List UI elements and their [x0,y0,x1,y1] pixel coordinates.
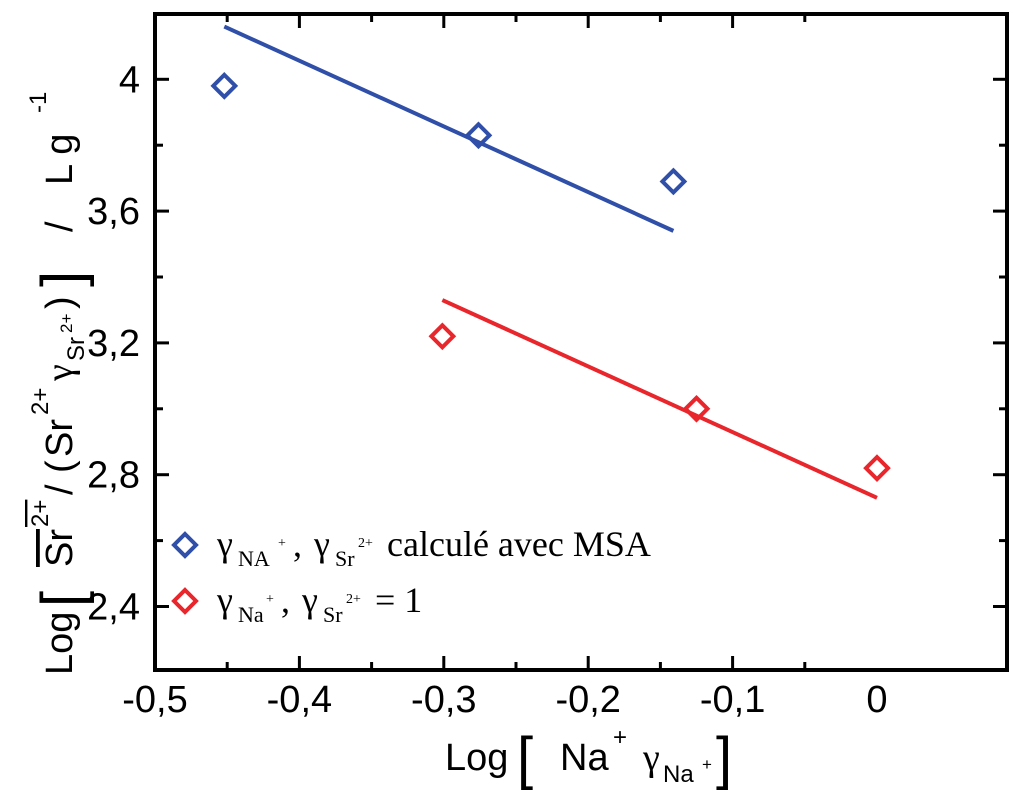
y-axis-label-bracket-open: [ [30,591,95,607]
legend-msa-charge-1: + [278,536,286,551]
legend-marker-unity [171,587,199,615]
legend-unity-charge-2: 2+ [346,592,361,607]
x-axis: -0,5 -0,4 -0,3 -0,2 -0,1 0 [122,14,888,721]
legend: γ NA + , γ Sr 2+ calculé avec MSA γ Na +… [171,524,651,627]
legend-unity-charge-1: + [266,592,274,607]
y-axis-label-gamma-sub-charge: 2+ [57,314,76,333]
series-1-point [682,394,711,423]
y-axis-label-solution-species: Sr [39,419,81,457]
x-axis-label-bracket-close: ] [716,726,732,790]
series-1-point [863,454,891,482]
plot-frame [153,12,1009,672]
x-axis-label-species: Na [560,737,609,779]
x-tick-label: 0 [866,679,887,721]
y-axis-label: Log [ Sr 2+ / ( Sr 2+ γ Sr 2+ ) ] / L g … [25,92,95,675]
legend-unity-text: = 1 [366,580,422,620]
y-tick-label: 2,8 [87,455,140,497]
y-tick-label: 2,4 [87,587,140,629]
y-axis-label-prefix: Log [39,612,81,675]
y-axis-label-divider: / [39,484,81,495]
legend-msa-separator: , [293,524,302,564]
series-1 [428,298,891,500]
x-tick-label: -0,2 [555,679,620,721]
legend-entry-msa: γ NA + , γ Sr 2+ calculé avec MSA [171,524,651,571]
legend-msa-sub-2: Sr [335,546,355,571]
y-axis-label-resin-charge: 2+ [27,500,54,527]
series-0-fit-line [223,24,675,233]
y-axis-label-unit-sep: / [39,221,81,232]
y-axis-label-gamma: γ [39,364,81,382]
legend-unity-sub-2: Sr [323,602,343,627]
series-layer [210,24,891,500]
x-tick-label: -0,1 [700,679,765,721]
y-axis-label-paren-close: ) [39,296,81,309]
x-tick-label: -0,3 [411,679,476,721]
y-tick-label: 3,2 [87,323,140,365]
y-tick-label: 3,6 [87,191,140,233]
x-axis-label-gamma-sub: Na [663,761,694,788]
legend-unity-gamma-1: γ [216,580,233,620]
x-axis-label-gamma: γ [642,737,660,779]
series-0-point [659,167,688,196]
legend-unity-gamma-2: γ [301,580,318,620]
series-1-point [428,322,457,351]
legend-unity-separator: , [281,580,290,620]
legend-unity-sub-1: Na [238,602,264,627]
x-axis-label-gamma-sub-charge: + [702,755,712,774]
y-axis-label-bracket-close: ] [30,271,95,287]
y-axis-label-unit-exp: -1 [25,92,52,113]
legend-msa-text: calculé avec MSA [378,524,651,564]
legend-msa-gamma-2: γ [313,524,330,564]
series-0 [210,24,688,233]
legend-msa-charge-2: 2+ [358,536,373,551]
x-tick-label: -0,4 [267,679,332,721]
x-axis-label-charge: + [613,724,627,751]
legend-marker-msa [171,531,199,559]
x-axis-label-prefix: Log [445,737,508,779]
legend-entry-unity: γ Na + , γ Sr 2+ = 1 [171,580,422,627]
x-tick-label: -0,5 [122,679,187,721]
y-axis: 2,4 2,8 3,2 3,6 4 [87,59,1007,629]
legend-msa-sub-1: NA [238,546,270,571]
y-axis-label-paren-open: ( [39,460,81,473]
y-axis-label-solution-charge: 2+ [27,388,54,415]
y-tick-label: 4 [119,59,140,101]
series-1-fit-line [441,298,878,500]
x-axis-label-bracket-open: [ [517,726,533,790]
series-0-point [210,72,239,100]
y-axis-label-gamma-sub: Sr [63,337,90,361]
x-axis-label: Log [ Na + γ Na + ] [445,724,732,790]
y-axis-label-resin-species: Sr [39,529,81,567]
legend-msa-gamma-1: γ [216,524,233,564]
plot-border [153,12,1009,672]
series-0-point [464,121,493,150]
y-axis-label-unit: L g [39,134,81,185]
